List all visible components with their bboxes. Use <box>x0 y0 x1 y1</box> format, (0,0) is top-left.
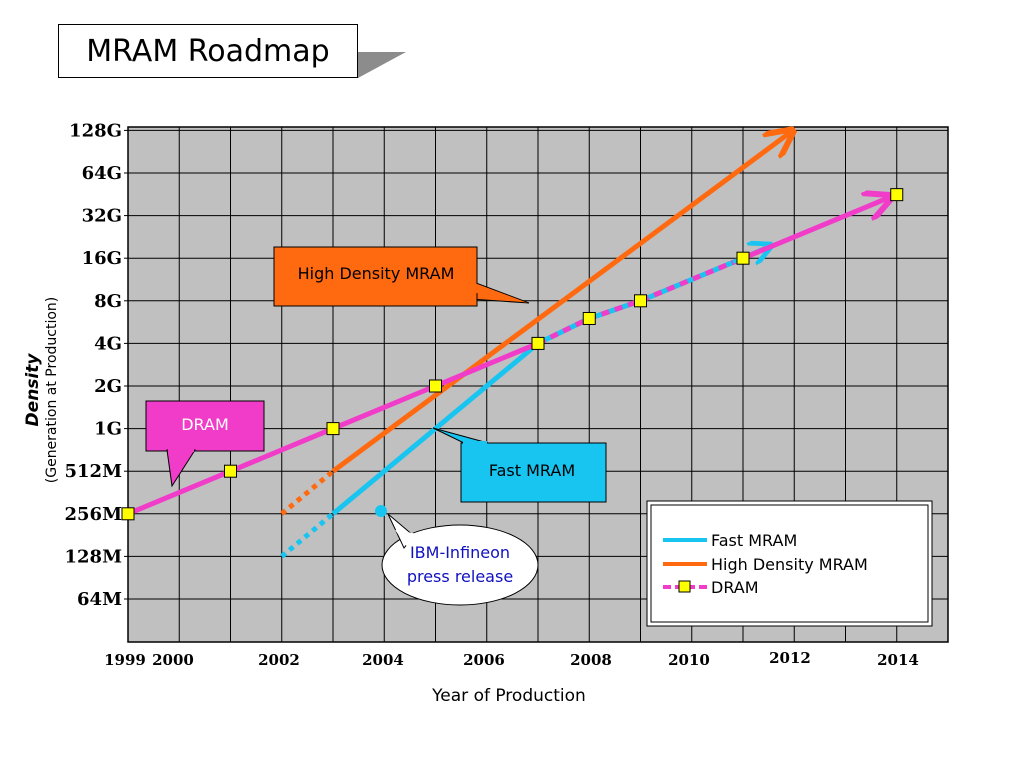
callout-ibm-line1: IBM-Infineon <box>410 543 510 562</box>
fast-mram-dashed-line <box>280 511 335 559</box>
callout-high-density-mram: High Density MRAM <box>273 246 530 307</box>
dram-marker <box>890 188 904 202</box>
callout-high-density-mram-text: High Density MRAM <box>298 264 455 283</box>
y-axis-label: Density <box>23 353 43 427</box>
y-tick-label: 2G <box>94 376 122 397</box>
x-tick-label: 2012 <box>769 649 811 667</box>
legend-marker-dram <box>678 580 691 593</box>
title-shadow <box>358 52 406 78</box>
dram-markers <box>121 188 904 521</box>
slide-title: MRAM Roadmap <box>58 24 358 78</box>
y-tick-label: 32G <box>82 206 122 227</box>
callout-ibm-line2: press release <box>407 567 513 586</box>
dram-marker <box>582 311 596 325</box>
callout-dram-text: DRAM <box>181 415 229 434</box>
dram-marker <box>121 507 135 521</box>
dram-line-late <box>742 198 889 261</box>
dram-marker <box>326 422 340 436</box>
x-axis-label: Year of Production <box>431 686 586 706</box>
y-tick-label: 128G <box>69 120 122 141</box>
x-tick-labels: 1999 2000 2002 2004 2006 2008 2010 2012 2014 <box>104 649 919 669</box>
high-density-mram-dashed-line <box>280 469 335 516</box>
x-tick-label: 2008 <box>570 651 612 669</box>
x-tick-label: 2002 <box>258 651 300 669</box>
callout-fast-mram: Fast MRAM <box>432 427 607 503</box>
y-tick-label: 4G <box>94 333 122 354</box>
high-density-mram-line <box>331 132 790 474</box>
dram-marker <box>429 379 442 393</box>
legend-label-fast-mram: Fast MRAM <box>711 531 797 550</box>
ibm-infineon-point <box>375 505 387 517</box>
y-tick-label: 64G <box>82 163 122 184</box>
dram-marker <box>531 336 545 350</box>
dram-line-mid-dashed <box>536 255 744 346</box>
y-tick-label: 64M <box>77 589 122 610</box>
x-tick-label: 1999 <box>104 651 146 669</box>
legend: Fast MRAM High Density MRAM DRAM <box>646 500 933 627</box>
y-tick-label: 8G <box>94 291 122 312</box>
y-tick-label: 128M <box>65 546 123 567</box>
y-tick-labels: 64M 128M 256M 512M 1G 2G 4G 8G 16G 32G 64G 128G <box>65 120 128 610</box>
callout-dram: DRAM <box>145 400 265 488</box>
legend-label-dram: DRAM <box>711 578 759 597</box>
dram-marker <box>224 464 237 478</box>
x-tick-label: 2004 <box>362 651 404 669</box>
y-tick-label: 1G <box>94 419 122 440</box>
y-axis-sublabel: (Generation at Production) <box>44 297 60 483</box>
y-tick-label: 16G <box>82 248 122 269</box>
callout-fast-mram-text: Fast MRAM <box>489 461 575 480</box>
y-tick-label: 512M <box>65 461 123 482</box>
y-tick-label: 256M <box>65 504 123 525</box>
callout-ibm-infineon: IBM-Infineon press release <box>375 505 539 606</box>
series-lines <box>127 132 889 559</box>
dram-marker <box>634 294 647 308</box>
dram-marker <box>736 251 750 265</box>
legend-label-high-density: High Density MRAM <box>711 555 868 574</box>
x-tick-label: 2014 <box>877 651 919 669</box>
x-tick-label: 2000 <box>152 651 194 669</box>
x-tick-label: 2010 <box>668 651 710 669</box>
x-tick-label: 2006 <box>463 651 505 669</box>
